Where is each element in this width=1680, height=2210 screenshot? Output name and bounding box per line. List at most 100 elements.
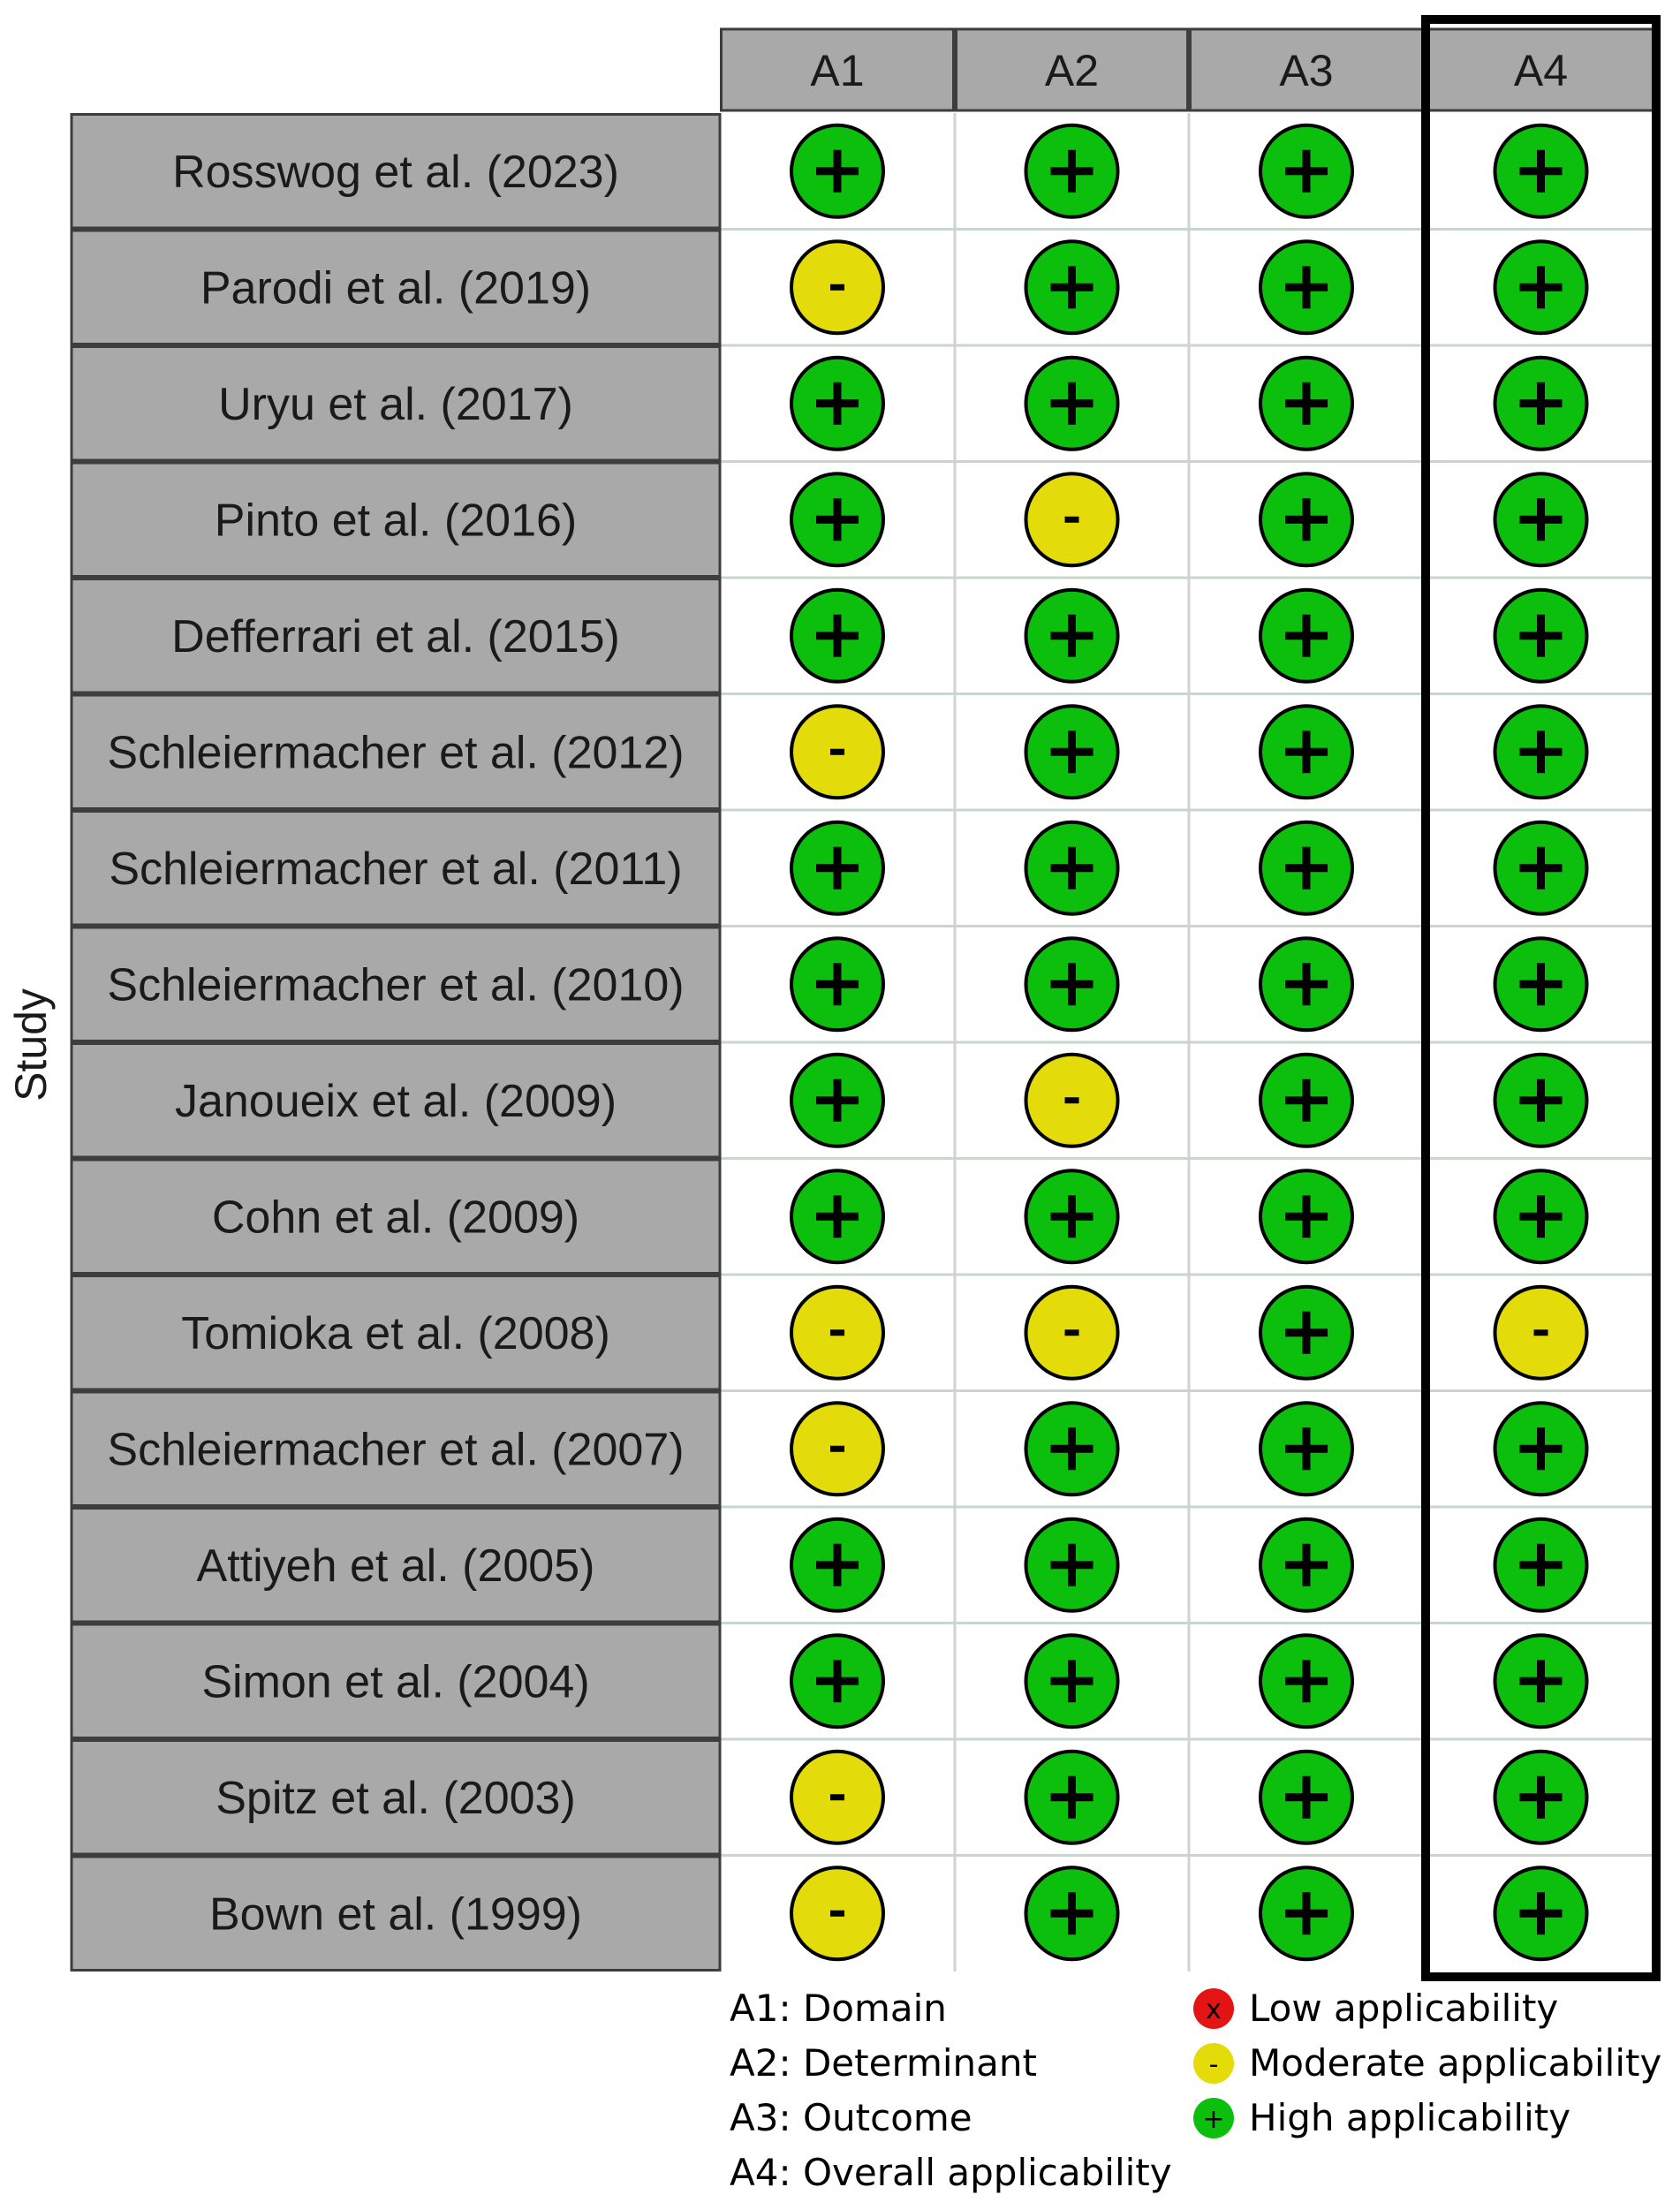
plus-bar-vertical [833, 1079, 842, 1122]
study-label: Bown et al. (1999) [209, 1888, 582, 1940]
study-label-cell [70, 113, 722, 230]
plus-bar-vertical [1068, 963, 1076, 1006]
rating-legend-symbol: + [1202, 2104, 1224, 2135]
plus-bar-vertical [1302, 1660, 1311, 1703]
rating-marker [1259, 820, 1354, 916]
rating-marker [1259, 704, 1354, 800]
rating-marker [790, 1284, 885, 1381]
rating-marker [1259, 1284, 1354, 1381]
rating-marker [1493, 472, 1589, 568]
study-label: Pinto et al. (2016) [215, 495, 577, 546]
rating-marker [1493, 355, 1589, 451]
rating-marker [1024, 355, 1120, 451]
rating-marker [1493, 1517, 1589, 1613]
minus-bar [830, 1794, 844, 1801]
plus-bar-vertical [1068, 382, 1076, 425]
plus-bar-vertical [1537, 266, 1545, 309]
rating-marker [790, 1401, 885, 1497]
rating-marker [1259, 1866, 1354, 1962]
study-label-cell [70, 1855, 722, 1972]
rating-marker [1259, 355, 1354, 451]
study-label-cell [70, 1507, 722, 1623]
study-label: Spitz et al. (2003) [216, 1773, 576, 1824]
plus-bar-vertical [1537, 846, 1545, 889]
minus-bar [830, 1329, 844, 1336]
study-label-cell [70, 1739, 722, 1856]
plus-bar-vertical [1302, 266, 1311, 309]
rating-marker [1493, 1866, 1589, 1962]
plus-bar-vertical [1302, 1543, 1311, 1586]
y-axis-label: Study [6, 988, 56, 1101]
column-header-cell [955, 27, 1189, 112]
rating-legend-symbol: x [1206, 1994, 1222, 2025]
rating-marker [790, 1517, 885, 1613]
study-label: Schleiermacher et al. (2010) [107, 959, 684, 1010]
rating-marker [1024, 1633, 1120, 1729]
study-label: Schleiermacher et al. (2007) [107, 1424, 684, 1475]
study-label: Parodi et al. (2019) [201, 262, 591, 314]
rating-marker [1493, 704, 1589, 800]
plus-bar-vertical [833, 846, 842, 889]
rating-marker [1493, 820, 1589, 916]
plus-bar-vertical [1068, 1892, 1076, 1935]
rating-marker [1024, 239, 1120, 336]
headers-layer: A1 A2 A3 A4 [720, 27, 1658, 112]
column-header-cell [1424, 27, 1658, 112]
rating-legend-label: High applicability [1249, 2096, 1570, 2139]
rating-legend-swatch [1193, 2043, 1234, 2084]
rating-marker [790, 587, 885, 684]
plus-bar-vertical [1068, 1775, 1076, 1819]
column-header-a2: A2 [1045, 46, 1099, 95]
column-header-a1: A1 [810, 46, 864, 95]
rating-marker [1259, 123, 1354, 219]
plus-bar-vertical [833, 1660, 842, 1703]
rating-legend-label: Moderate applicability [1249, 2041, 1661, 2085]
rating-marker [1259, 1517, 1354, 1613]
study-label: Defferrari et al. (2015) [171, 611, 620, 662]
study-label-cell [70, 1042, 722, 1159]
plus-bar-vertical [1068, 1195, 1076, 1238]
rating-marker [790, 1749, 885, 1845]
study-label: Rosswog et al. (2023) [172, 147, 619, 198]
rating-marker [1024, 472, 1120, 568]
plus-bar-vertical [1302, 1195, 1311, 1238]
plus-bar-vertical [1537, 382, 1545, 425]
plus-bar-vertical [1302, 1775, 1311, 1819]
plus-bar-vertical [1302, 1892, 1311, 1935]
minus-bar [1064, 1329, 1079, 1336]
study-label: Simon et al. (2004) [201, 1656, 589, 1707]
study-label: Attiyeh et al. (2005) [197, 1540, 595, 1592]
minus-bar [830, 284, 844, 291]
rating-marker [1493, 1401, 1589, 1497]
study-label-cell [70, 1623, 722, 1739]
study-label: Schleiermacher et al. (2011) [109, 844, 682, 895]
rating-marker [790, 704, 885, 800]
plus-bar-vertical [1537, 730, 1545, 774]
rating-marker [1024, 1052, 1120, 1148]
rating-marker [790, 1633, 885, 1729]
rating-marker [1493, 587, 1589, 684]
study-label-cell [70, 229, 722, 345]
column-legend-item: A1: Domain [730, 1987, 947, 2030]
minus-bar [830, 1445, 844, 1452]
plus-bar-vertical [1302, 149, 1311, 193]
rating-marker [1024, 1284, 1120, 1381]
plus-bar-vertical [833, 614, 842, 657]
rating-marker [1493, 1284, 1589, 1381]
minus-bar [1064, 1097, 1079, 1104]
rating-legend-label: Low applicability [1249, 1987, 1558, 2030]
rating-legend-item: + High applicability [1193, 2096, 1570, 2139]
rating-legend-swatch [1193, 1988, 1234, 2029]
plus-bar-vertical [1537, 1543, 1545, 1586]
column-header-cell [720, 27, 955, 112]
plus-bar-vertical [1302, 1311, 1311, 1354]
rating-marker [1493, 1052, 1589, 1148]
plus-bar-vertical [1302, 614, 1311, 657]
study-label-cell [70, 345, 722, 462]
rating-marker [790, 123, 885, 219]
rating-marker [1493, 936, 1589, 1033]
plus-bar-vertical [1537, 1892, 1545, 1935]
rating-marker [1259, 472, 1354, 568]
plus-bar-vertical [1537, 1427, 1545, 1471]
